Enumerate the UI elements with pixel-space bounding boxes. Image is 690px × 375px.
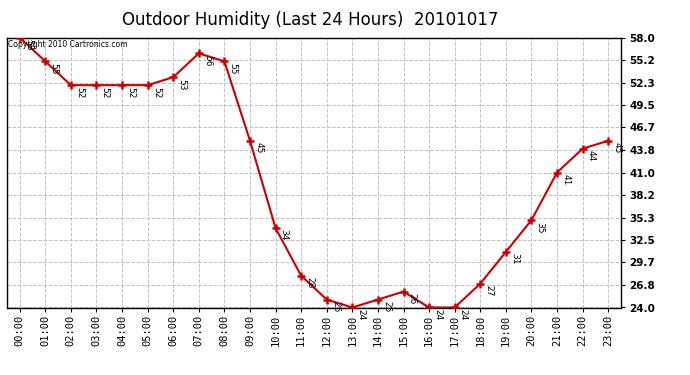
Text: 58: 58: [24, 39, 33, 50]
Text: 52: 52: [101, 87, 110, 98]
Text: 45: 45: [254, 142, 263, 153]
Text: 55: 55: [228, 63, 237, 74]
Text: 55: 55: [50, 63, 59, 74]
Text: Outdoor Humidity (Last 24 Hours)  20101017: Outdoor Humidity (Last 24 Hours) 2010101…: [122, 11, 499, 29]
Text: 31: 31: [510, 253, 519, 265]
Text: 53: 53: [177, 79, 186, 90]
Text: 24: 24: [459, 309, 468, 320]
Text: 27: 27: [484, 285, 493, 297]
Text: 28: 28: [305, 277, 315, 288]
Text: 34: 34: [279, 230, 288, 241]
Text: 25: 25: [331, 301, 340, 312]
Text: 24: 24: [357, 309, 366, 320]
Text: 25: 25: [382, 301, 391, 312]
Text: 56: 56: [203, 55, 212, 66]
Text: 26: 26: [408, 293, 417, 304]
Text: 35: 35: [535, 222, 544, 233]
Text: 52: 52: [152, 87, 161, 98]
Text: 24: 24: [433, 309, 442, 320]
Text: Copyright 2010 Cartronics.com: Copyright 2010 Cartronics.com: [8, 40, 128, 49]
Text: 44: 44: [586, 150, 595, 161]
Text: 52: 52: [75, 87, 84, 98]
Text: 52: 52: [126, 87, 135, 98]
Text: 45: 45: [612, 142, 622, 153]
Text: 41: 41: [561, 174, 570, 185]
